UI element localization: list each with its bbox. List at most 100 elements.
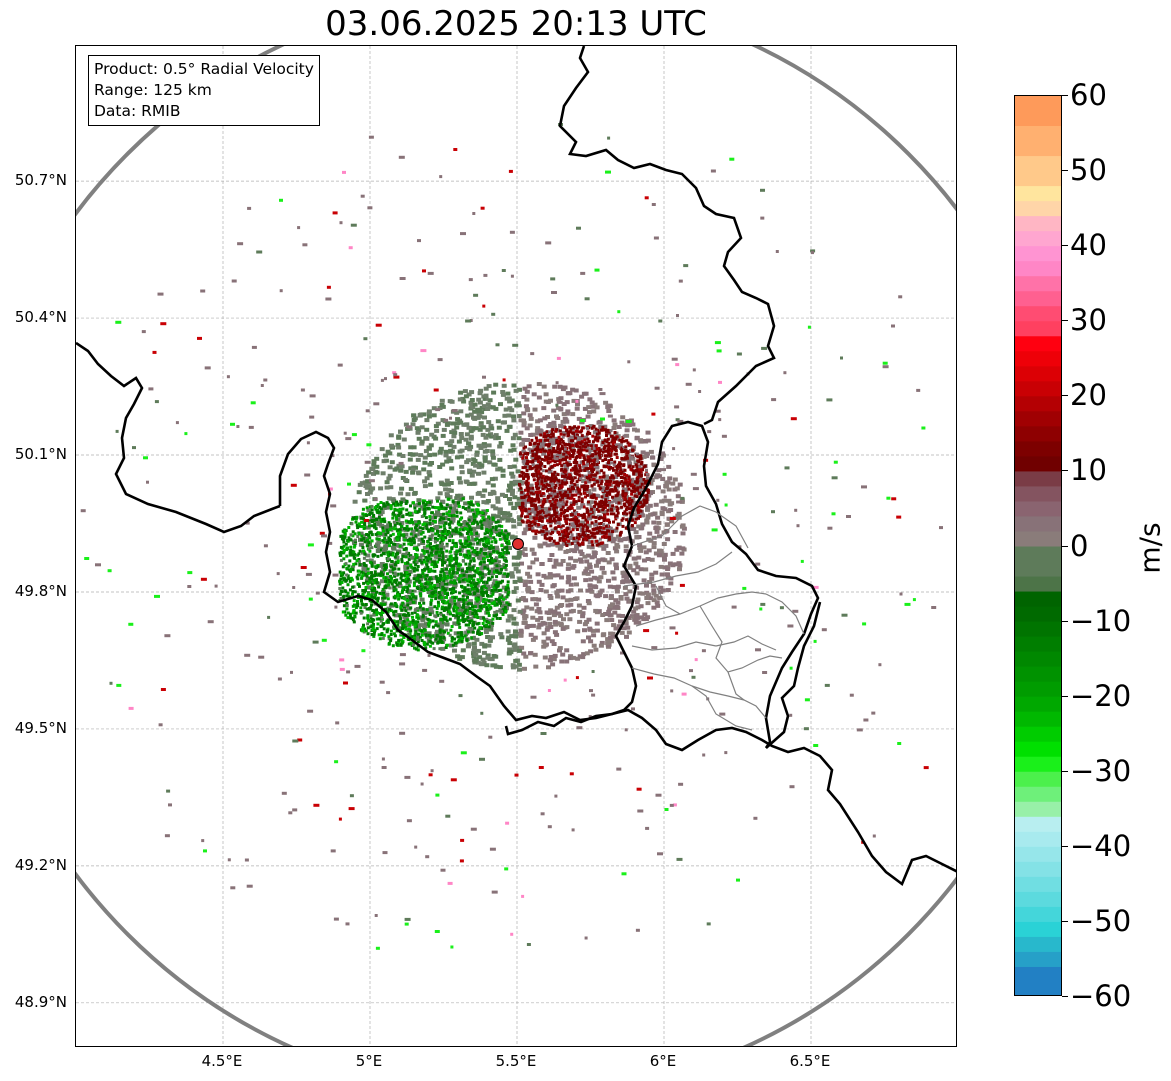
velocity-pixel [408,537,412,541]
velocity-pixel [351,530,355,534]
velocity-pixel [366,616,370,620]
velocity-pixel [464,598,468,602]
velocity-pixel [464,573,468,577]
velocity-pixel [426,540,430,544]
velocity-pixel [640,450,646,455]
velocity-pixel [495,569,498,573]
velocity-pixel [426,445,432,450]
velocity-pixel [558,423,564,428]
velocity-pixel [410,611,414,615]
velocity-pixel [534,609,540,614]
velocity-pixel [614,464,618,468]
velocity-pixel [498,555,502,559]
velocity-pixel [546,424,552,429]
velocity-pixel [505,604,509,607]
velocity-pixel [418,577,424,582]
velocity-pixel [608,533,614,538]
velocity-pixel [346,616,350,620]
velocity-pixel [507,603,511,606]
velocity-pixel [342,571,346,575]
velocity-pixel [370,574,374,578]
velocity-pixel [503,530,509,535]
velocity-pixel [494,588,498,592]
velocity-pixel [417,521,421,525]
velocity-pixel [558,442,562,446]
velocity-pixel [393,634,397,638]
velocity-pixel [428,607,434,612]
velocity-pixel [487,621,491,625]
velocity-pixel [428,500,432,504]
velocity-pixel [488,636,493,641]
velocity-pixel [344,590,348,594]
velocity-pixel [574,582,579,587]
velocity-pixel [367,607,371,611]
velocity-pixel [494,548,500,553]
velocity-pixel [462,605,465,609]
velocity-pixel [378,486,384,491]
velocity-pixel [498,632,504,637]
velocity-pixel [476,589,482,594]
velocity-pixel [395,508,399,512]
velocity-pixel [527,565,533,570]
velocity-pixel [430,511,434,515]
velocity-pixel [535,617,541,622]
velocity-pixel [365,479,371,484]
velocity-pixel [397,597,401,601]
velocity-pixel [345,578,349,582]
velocity-pixel [483,435,489,440]
velocity-pixel [460,633,464,637]
velocity-pixel [591,459,595,463]
velocity-pixel [470,587,474,591]
velocity-pixel [534,436,538,440]
velocity-pixel [388,603,394,608]
velocity-pixel [569,501,573,505]
velocity-pixel [362,581,366,585]
velocity-pixel [590,513,596,518]
velocity-pixel [413,589,417,593]
velocity-pixel [406,575,410,578]
velocity-pixel [606,450,610,454]
velocity-pixel [440,605,444,609]
velocity-pixel [633,561,639,566]
velocity-pixel [393,507,397,511]
velocity-pixel [471,469,477,474]
velocity-pixel [426,565,430,569]
velocity-pixel [385,525,391,530]
velocity-pixel [396,623,400,627]
radar-map-svg[interactable] [76,46,957,1047]
velocity-pixel [431,560,435,564]
velocity-pixel [466,618,470,622]
velocity-pixel [478,551,482,555]
velocity-pixel [480,425,486,430]
velocity-pixel [453,590,457,594]
velocity-pixel [586,617,592,622]
velocity-pixel [345,604,349,607]
radar-map-panel[interactable] [75,45,957,1047]
velocity-pixel [354,538,357,542]
velocity-pixel [585,571,591,576]
velocity-pixel [558,396,564,401]
velocity-pixel [503,534,507,538]
velocity-pixel [463,520,467,523]
velocity-pixel [472,645,477,650]
velocity-pixel [520,514,524,518]
velocity-pixel [619,630,625,635]
velocity-pixel [383,596,387,600]
velocity-pixel [490,531,493,535]
velocity-pixel [620,468,626,473]
velocity-pixel [579,394,585,399]
velocity-pixel [425,527,429,531]
velocity-pixel [584,619,590,624]
velocity-pixel [395,535,399,539]
velocity-pixel [445,549,449,553]
velocity-pixel [416,498,422,503]
velocity-pixel [542,541,548,546]
velocity-pixel [472,620,476,624]
velocity-pixel [640,591,646,596]
velocity-pixel [583,391,589,396]
velocity-pixel [422,479,428,484]
velocity-pixel [513,658,519,663]
velocity-pixel [415,528,419,532]
velocity-pixel [480,585,484,589]
velocity-pixel [458,580,462,584]
